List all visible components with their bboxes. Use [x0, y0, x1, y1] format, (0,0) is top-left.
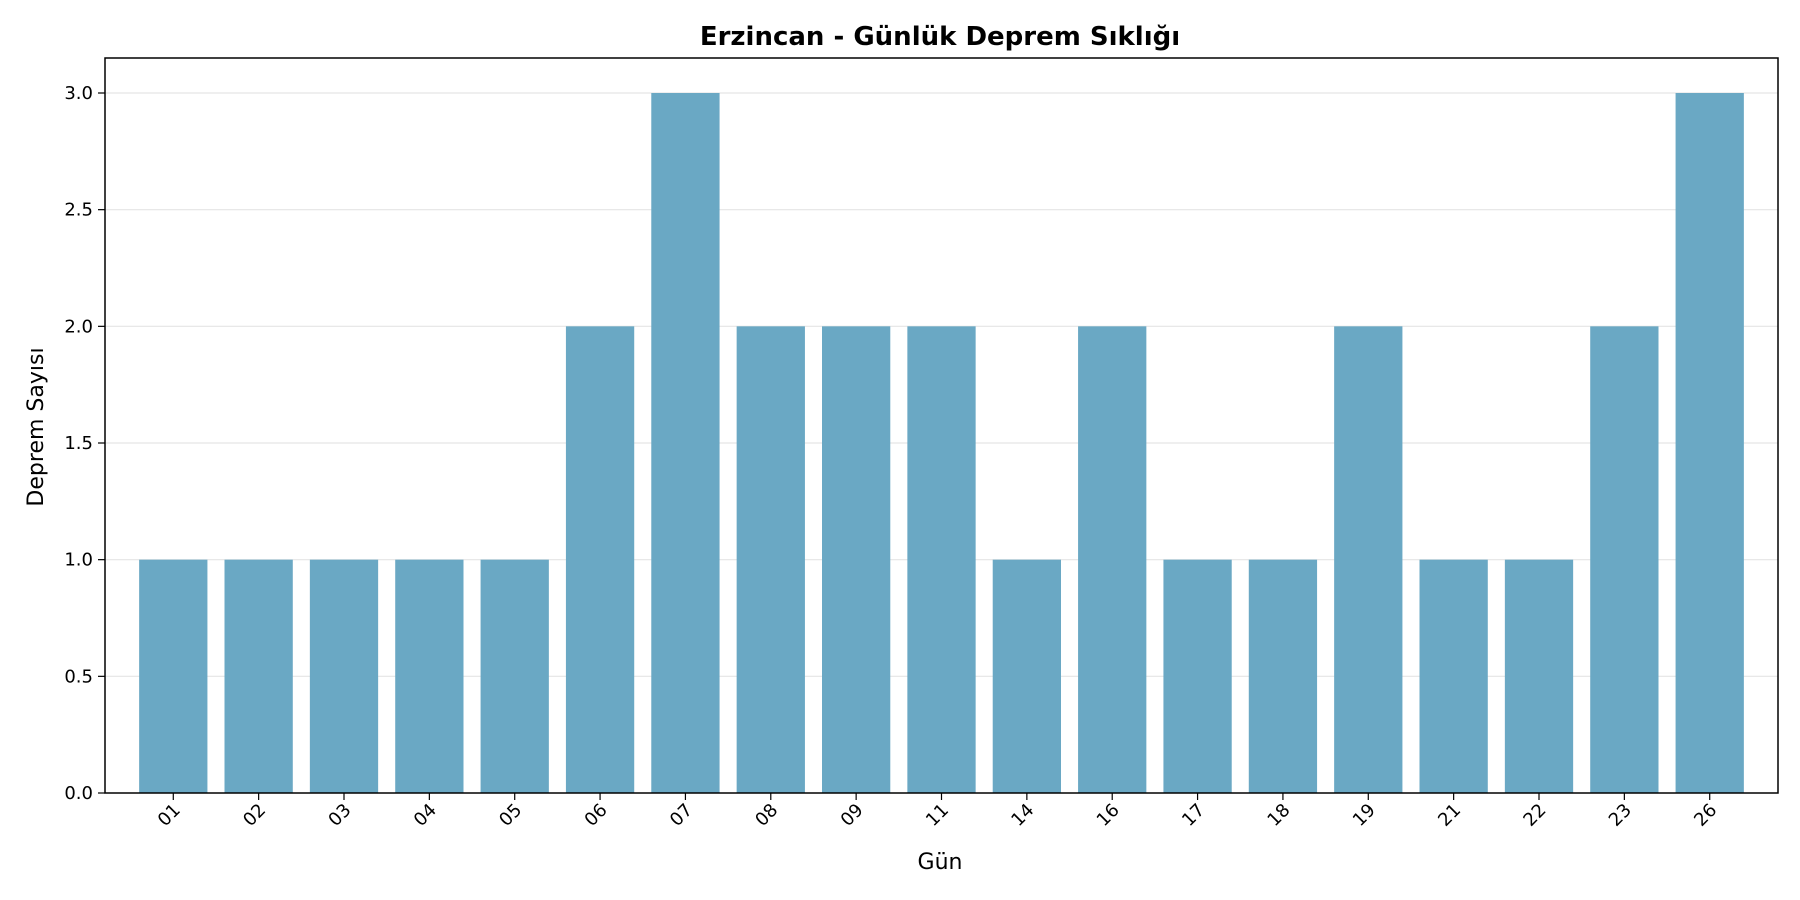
bar-14 [992, 559, 1061, 793]
x-tick-label: 06 [581, 800, 612, 831]
bar-16 [1078, 326, 1147, 793]
x-tick-label: 14 [1007, 800, 1038, 831]
bar-08 [736, 326, 805, 793]
bar-09 [822, 326, 891, 793]
y-axis-ticks: 0.0 0.5 1.0 1.5 2.0 2.5 3.0 [64, 83, 105, 804]
x-tick-label: 02 [239, 800, 270, 831]
x-tick-label: 07 [666, 800, 697, 831]
bar-11 [907, 326, 976, 793]
x-tick-label: 21 [1434, 800, 1465, 831]
x-tick-label: 23 [1605, 800, 1636, 831]
bar-26 [1675, 93, 1744, 793]
chart-title: Erzincan - Günlük Deprem Sıklığı [700, 22, 1180, 52]
bar-19 [1334, 326, 1403, 793]
y-axis-label: Deprem Sayısı [24, 347, 49, 506]
x-tick-label: 03 [324, 800, 355, 831]
x-tick-label: 05 [495, 800, 526, 831]
bar-06 [565, 326, 635, 793]
bar-03 [309, 559, 379, 793]
y-tick-label: 2.5 [64, 200, 93, 221]
x-tick-label: 11 [922, 800, 953, 831]
bar-01 [139, 559, 208, 793]
x-axis-label: Gün [918, 850, 963, 875]
bars [139, 93, 1744, 793]
x-tick-label: 08 [751, 800, 782, 831]
x-tick-label: 18 [1263, 800, 1294, 831]
bar-23 [1590, 326, 1659, 793]
bar-21 [1419, 559, 1488, 793]
y-tick-label: 2.0 [64, 316, 93, 337]
bar-18 [1248, 559, 1318, 793]
x-tick-label: 22 [1519, 800, 1550, 831]
bar-02 [224, 559, 293, 793]
x-tick-label: 16 [1093, 800, 1124, 831]
y-tick-label: 1.0 [64, 550, 93, 571]
bar-05 [480, 559, 549, 793]
bar-04 [395, 559, 464, 793]
x-tick-label: 17 [1178, 800, 1209, 831]
x-tick-label: 19 [1349, 800, 1380, 831]
y-tick-label: 1.5 [64, 433, 93, 454]
x-axis-ticks: 01 02 03 04 05 06 07 08 09 11 14 16 17 18 19 21 22 23 26 [154, 793, 1721, 831]
bar-17 [1163, 559, 1232, 793]
x-tick-label: 26 [1690, 800, 1721, 831]
x-tick-label: 04 [410, 800, 441, 831]
y-tick-label: 0.5 [64, 666, 93, 687]
x-tick-label: 09 [837, 800, 868, 831]
x-tick-label: 01 [154, 800, 185, 831]
y-tick-label: 3.0 [64, 83, 93, 104]
y-tick-label: 0.0 [64, 783, 93, 804]
bar-22 [1504, 559, 1574, 793]
bar-07 [651, 93, 720, 793]
